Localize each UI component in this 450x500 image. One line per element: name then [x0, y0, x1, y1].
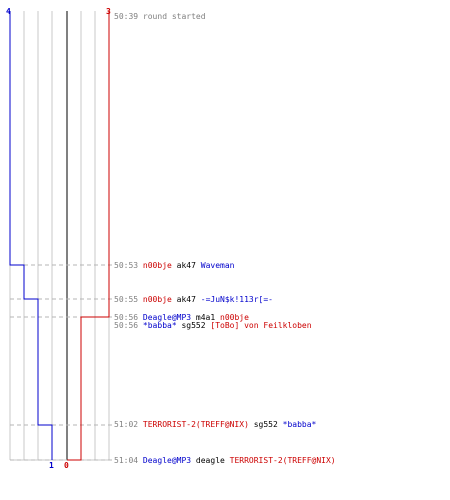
weapon-name: m4a1 [195, 313, 216, 322]
weapon-name: ak47 [176, 295, 196, 304]
weapon-name: ak47 [176, 261, 196, 270]
victim-name: n00bje [220, 313, 249, 322]
grid-lines [9, 11, 110, 461]
weapon-name: sg552 [181, 321, 206, 330]
event-row-1: 50:53 n00bje ak47 Waveman [114, 261, 234, 270]
ct-start-count: 4 [6, 7, 11, 16]
killer-name: *babba* [142, 321, 177, 330]
event-row-2: 50:55 n00bje ak47 -=JuN$k!113r[=- [114, 295, 273, 304]
weapon-name: sg552 [253, 420, 278, 429]
victim-name: -=JuN$k!113r[=- [200, 295, 273, 304]
victim-name: Waveman [200, 261, 235, 270]
weapon-name: deagle [195, 456, 225, 465]
killer-name: n00bje [142, 261, 172, 270]
ct-end-count: 1 [49, 461, 54, 470]
event-row-0: 50:39 round started [114, 12, 206, 21]
killer-name: Deagle@MP3 [142, 456, 192, 465]
event-time: 50:39 [114, 12, 139, 21]
t-start-count: 3 [106, 7, 111, 16]
event-time: 51:04 [114, 456, 139, 465]
event-time: 50:53 [114, 261, 139, 270]
victim-name: TERRORIST-2(TREFF@NIX) [229, 456, 336, 465]
event-time: 50:56 [114, 313, 139, 322]
event-row-3: 50:56 Deagle@MP3 m4a1 n00bje [114, 313, 249, 322]
event-time: 51:02 [114, 420, 139, 429]
killer-name: Deagle@MP3 [142, 313, 192, 322]
event-time: 50:55 [114, 295, 139, 304]
t-end-count: 0 [64, 461, 69, 470]
event-row-5: 51:02 TERRORIST-2(TREFF@NIX) sg552 *babb… [114, 420, 316, 429]
event-guide-lines [10, 264, 112, 461]
event-text: round started [142, 12, 206, 21]
event-row-4: 50:56 *babba* sg552 [ToBo] von Feilklobe… [114, 321, 312, 330]
victim-name: [ToBo] von Feilkloben [210, 321, 312, 330]
t-alive-line [67, 11, 110, 461]
victim-name: *babba* [282, 420, 317, 429]
killer-name: TERRORIST-2(TREFF@NIX) [142, 420, 249, 429]
killer-name: n00bje [142, 295, 172, 304]
event-row-6: 51:04 Deagle@MP3 deagle TERRORIST-2(TREF… [114, 456, 336, 465]
event-time: 50:56 [114, 321, 139, 330]
ct-alive-line [9, 11, 53, 460]
